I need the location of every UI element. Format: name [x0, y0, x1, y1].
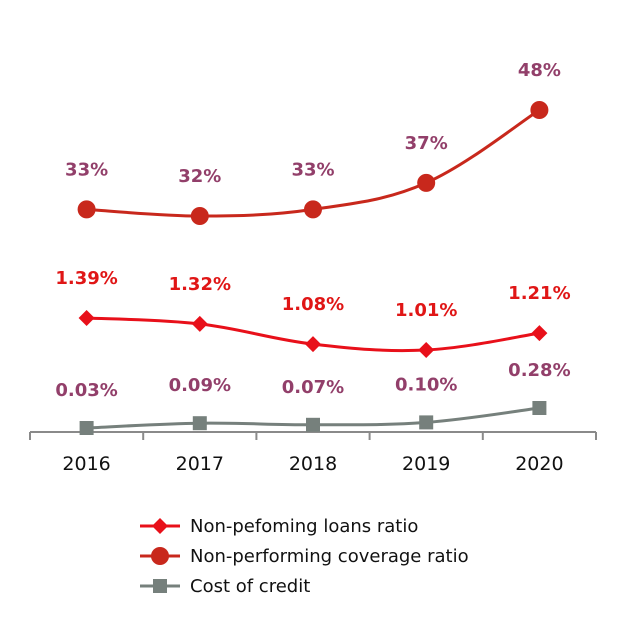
data-point-npl: [78, 310, 95, 326]
x-axis-ticks: 2016 2017 2018 2019 2020: [29, 432, 597, 475]
data-label-cost: 0.09%: [169, 375, 231, 396]
data-point-npl: [305, 336, 321, 353]
legend-label: Cost of credit: [190, 576, 310, 597]
legend-label: Non-performing coverage ratio: [190, 546, 469, 567]
data-label-cost: 0.03%: [55, 380, 117, 401]
data-label-npl: 1.32%: [169, 274, 231, 295]
data-point-cost: [79, 421, 94, 435]
series-npl: 1.39% 1.32% 1.08% 1.01% 1.21%: [55, 268, 571, 358]
data-label-npl: 1.08%: [282, 294, 344, 315]
legend-label: Non-pefoming loans ratio: [190, 516, 418, 537]
x-tick-label: 2016: [62, 453, 110, 475]
legend-item-coverage: Non-performing coverage ratio: [140, 546, 469, 567]
legend-item-npl: Non-pefoming loans ratio: [140, 516, 418, 537]
data-label-cost: 0.28%: [508, 360, 570, 381]
legend-marker: [152, 518, 168, 534]
data-point-coverage: [417, 173, 436, 192]
data-point-npl: [418, 342, 435, 358]
x-tick-label: 2019: [402, 453, 450, 475]
data-point-cost: [192, 416, 207, 431]
data-point-cost: [419, 415, 434, 430]
data-label-coverage: 33%: [65, 159, 108, 180]
legend: Non-pefoming loans ratio Non-performing c…: [140, 516, 469, 597]
x-tick-label: 2018: [289, 453, 337, 475]
legend-item-cost: Cost of credit: [140, 576, 310, 597]
x-tick-label: 2020: [515, 453, 563, 475]
data-point-cost: [532, 401, 547, 415]
data-point-npl: [191, 315, 208, 332]
data-point-coverage: [304, 200, 322, 219]
data-point-coverage: [77, 200, 96, 219]
series-coverage: 33% 32% 33% 37% 48%: [65, 60, 561, 225]
data-label-npl: 1.01%: [395, 300, 457, 321]
data-label-coverage: 32%: [178, 166, 221, 187]
data-label-coverage: 33%: [291, 159, 334, 180]
data-label-npl: 1.21%: [508, 283, 570, 304]
data-point-coverage: [190, 207, 209, 225]
series-layer: 1.39% 1.32% 1.08% 1.01% 1.21% 33% 32% 33% 37% 48%…: [55, 60, 571, 435]
data-label-coverage: 37%: [405, 133, 448, 154]
series-cost: 0.03% 0.09% 0.07% 0.10% 0.28%: [55, 360, 571, 435]
legend-marker: [153, 579, 167, 593]
data-point-coverage: [530, 101, 549, 119]
data-point-cost: [306, 417, 320, 432]
data-label-coverage: 48%: [518, 60, 561, 81]
legend-marker: [151, 547, 169, 565]
data-label-cost: 0.10%: [395, 374, 457, 395]
data-label-npl: 1.39%: [55, 268, 117, 289]
data-point-npl: [531, 325, 548, 342]
x-tick-label: 2017: [176, 453, 224, 475]
data-label-cost: 0.07%: [282, 377, 344, 398]
